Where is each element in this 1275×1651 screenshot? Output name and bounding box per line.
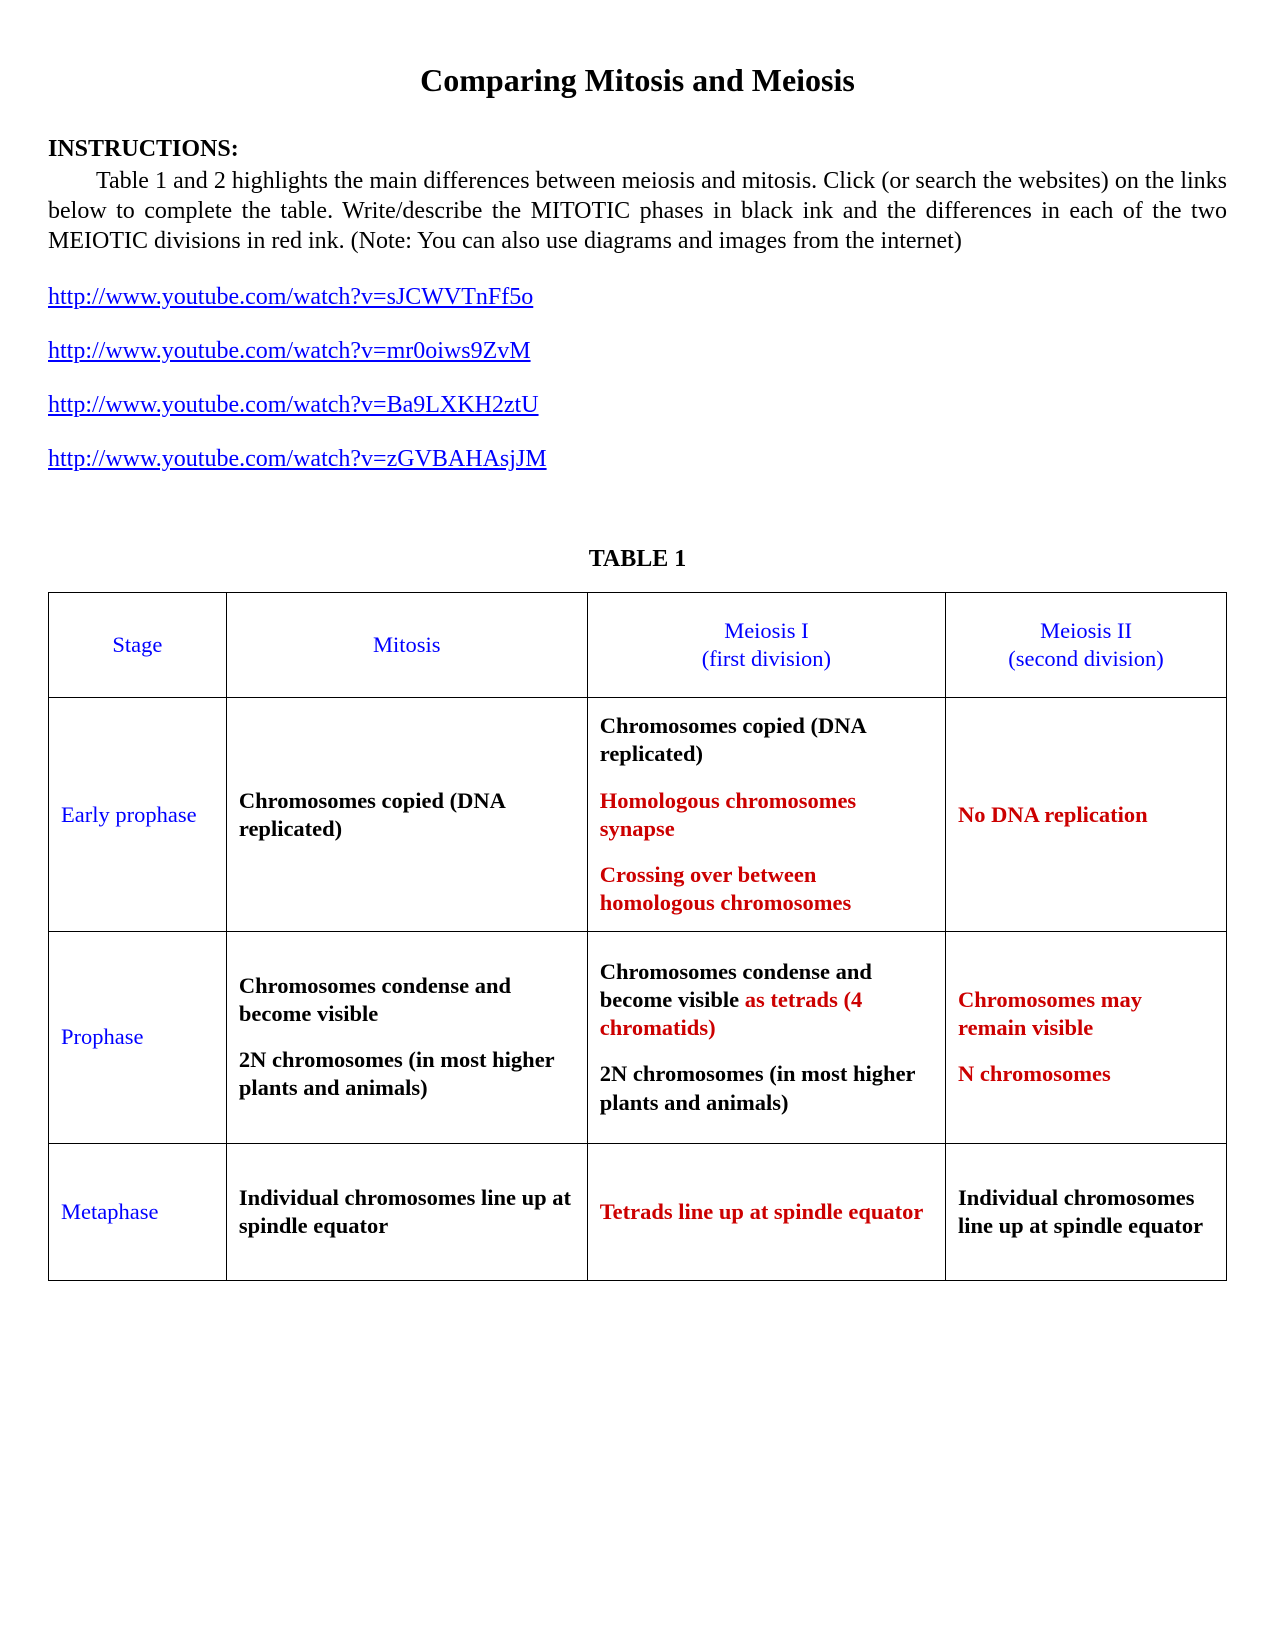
meiosis1-early-prophase: Chromosomes copied (DNA replicated) Homo… <box>587 698 945 932</box>
mitosis-pro-p2: 2N chromosomes (in most higher plants an… <box>239 1046 575 1102</box>
m1-pro-p2: 2N chromosomes (in most higher plants an… <box>600 1060 933 1116</box>
mitosis-prophase: Chromosomes condense and become visible … <box>226 932 587 1144</box>
youtube-link-2[interactable]: http://www.youtube.com/watch?v=mr0oiws9Z… <box>48 338 531 364</box>
stage-metaphase: Metaphase <box>49 1143 227 1280</box>
m2-ep-p1: No DNA replication <box>958 801 1214 829</box>
table-header-row: Stage Mitosis Meiosis I (first division)… <box>49 593 1227 698</box>
row-prophase: Prophase Chromosomes condense and become… <box>49 932 1227 1144</box>
mitosis-met-p1: Individual chromosomes line up at spindl… <box>239 1184 575 1240</box>
m2-pro-p1: Chromosomes may remain visible <box>958 986 1214 1042</box>
m2-met-p1: Individual chromosomes line up at spindl… <box>958 1184 1214 1240</box>
link-row-4: http://www.youtube.com/watch?v=zGVBAHAsj… <box>48 444 1227 474</box>
mitosis-pro-p1: Chromosomes condense and become visible <box>239 972 575 1028</box>
meiosis2-metaphase: Individual chromosomes line up at spindl… <box>946 1143 1227 1280</box>
header-meiosis-2-line2: (second division) <box>1008 646 1164 671</box>
header-stage: Stage <box>49 593 227 698</box>
link-row-2: http://www.youtube.com/watch?v=mr0oiws9Z… <box>48 336 1227 366</box>
table-1-label: TABLE 1 <box>48 544 1227 574</box>
link-row-1: http://www.youtube.com/watch?v=sJCWVTnFf… <box>48 282 1227 312</box>
meiosis2-prophase: Chromosomes may remain visible N chromos… <box>946 932 1227 1144</box>
header-meiosis-2: Meiosis II (second division) <box>946 593 1227 698</box>
youtube-link-1[interactable]: http://www.youtube.com/watch?v=sJCWVTnFf… <box>48 284 533 310</box>
stage-early-prophase: Early prophase <box>49 698 227 932</box>
meiosis1-prophase: Chromosomes condense and become visible … <box>587 932 945 1144</box>
stage-prophase: Prophase <box>49 932 227 1144</box>
m1-ep-p2: Homologous chromosomes synapse <box>600 787 933 843</box>
header-meiosis-1: Meiosis I (first division) <box>587 593 945 698</box>
mitosis-metaphase: Individual chromosomes line up at spindl… <box>226 1143 587 1280</box>
m1-met-p1: Tetrads line up at spindle equator <box>600 1198 933 1226</box>
header-meiosis-1-line1: Meiosis I <box>724 618 808 643</box>
m1-ep-p1: Chromosomes copied (DNA replicated) <box>600 712 933 768</box>
comparison-table: Stage Mitosis Meiosis I (first division)… <box>48 592 1227 1281</box>
m2-pro-p2: N chromosomes <box>958 1060 1214 1088</box>
mitosis-early-prophase: Chromosomes copied (DNA replicated) <box>226 698 587 932</box>
page-title: Comparing Mitosis and Meiosis <box>48 60 1227 100</box>
row-metaphase: Metaphase Individual chromosomes line up… <box>49 1143 1227 1280</box>
meiosis1-metaphase: Tetrads line up at spindle equator <box>587 1143 945 1280</box>
header-meiosis-1-line2: (first division) <box>702 646 831 671</box>
row-early-prophase: Early prophase Chromosomes copied (DNA r… <box>49 698 1227 932</box>
instructions-body: Table 1 and 2 highlights the main differ… <box>48 166 1227 256</box>
header-mitosis: Mitosis <box>226 593 587 698</box>
meiosis2-early-prophase: No DNA replication <box>946 698 1227 932</box>
instructions-heading: INSTRUCTIONS: <box>48 134 1227 164</box>
mitosis-ep-text: Chromosomes copied (DNA replicated) <box>239 787 575 843</box>
youtube-link-4[interactable]: http://www.youtube.com/watch?v=zGVBAHAsj… <box>48 446 547 472</box>
m1-pro-p1: Chromosomes condense and become visible … <box>600 958 933 1042</box>
youtube-link-3[interactable]: http://www.youtube.com/watch?v=Ba9LXKH2z… <box>48 392 539 418</box>
m1-ep-p3: Crossing over between homologous chromos… <box>600 861 933 917</box>
link-row-3: http://www.youtube.com/watch?v=Ba9LXKH2z… <box>48 390 1227 420</box>
header-meiosis-2-line1: Meiosis II <box>1040 618 1132 643</box>
